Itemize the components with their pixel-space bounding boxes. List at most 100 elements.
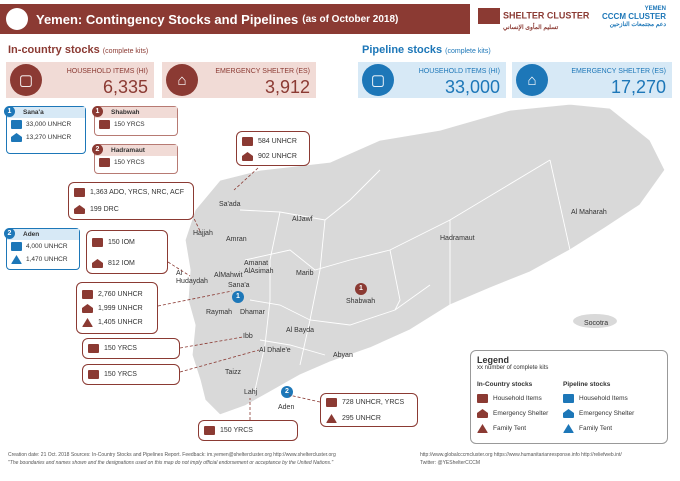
leader-hudaydah xyxy=(167,261,191,277)
place-dhamar: Dhamar xyxy=(240,309,265,316)
leader-saada xyxy=(233,167,259,191)
household-items-icon xyxy=(92,238,103,247)
legend-title: Legend xyxy=(477,355,510,365)
callout-lahj: 150 YRCS xyxy=(198,420,298,441)
family-tent-icon xyxy=(477,424,488,433)
footer-twitter[interactable]: Twitter: @YEShelterCCCM xyxy=(420,460,481,466)
footer-source: Creation date: 21 Oct. 2018 Sources: In-… xyxy=(8,452,336,458)
page-date: (as of October 2018) xyxy=(302,13,399,25)
household-items-icon xyxy=(11,242,22,251)
cccm-cluster-logo: YEMEN CCCM CLUSTER دعم مجتمعات النازحين xyxy=(566,6,666,28)
household-items-icon xyxy=(242,137,253,146)
place-lahj: Lahj xyxy=(244,389,258,396)
household-items-icon: ▢ xyxy=(10,64,42,96)
place-sanaa: Sana'a xyxy=(228,282,250,289)
callout-saada: 584 UNHCR 902 UNHCR xyxy=(236,131,310,166)
place-marib: Marib xyxy=(296,270,314,277)
emergency-shelter-icon xyxy=(74,205,85,214)
place-taizz: Taizz xyxy=(225,369,241,376)
callout-taizz: 150 YRCS xyxy=(82,364,180,385)
in-country-hi-kpi: ▢ HOUSEHOLD ITEMS (HI) 6,335 xyxy=(6,62,154,98)
place-hadramaut: Hadramaut xyxy=(440,235,475,242)
place-al-bayda: Al Bayda xyxy=(286,327,315,334)
hub-card-sanaa: 1 Sana'a 33,000 UNHCR 13,270 UNHCR xyxy=(4,106,86,154)
leader-ibb xyxy=(179,336,244,349)
map-marker-sanaa[interactable]: 1 xyxy=(232,291,244,303)
place-abyan: Abyan xyxy=(333,352,353,359)
leader-sanaa xyxy=(157,290,233,307)
household-items-icon: ▢ xyxy=(362,64,394,96)
emergency-shelter-icon xyxy=(563,409,574,418)
emergency-shelter-icon: ⌂ xyxy=(166,64,198,96)
callout-sanaa-multi: 2,760 UNHCR 1,999 UNHCR 1,405 UNHCR xyxy=(76,282,158,334)
map-marker-shabwah[interactable]: 1 xyxy=(355,283,367,295)
household-items-icon xyxy=(99,158,110,167)
place-socotra: Socotra xyxy=(584,320,609,327)
legend-subtitle: xx number of complete kits xyxy=(477,365,549,371)
emergency-shelter-icon xyxy=(11,133,22,142)
emergency-shelter-icon: ⌂ xyxy=(516,64,548,96)
leader-aden xyxy=(288,394,321,403)
place-al-dhalee: Al Dhale'e xyxy=(259,347,291,354)
in-country-heading: In-country stocks (complete kits) xyxy=(8,44,149,56)
household-items-icon xyxy=(204,426,215,435)
hub-card-hadramaut: 2 Hadramaut 150 YRCS xyxy=(92,144,178,174)
place-amran: Amran xyxy=(226,236,247,243)
page-title: Yemen: Contingency Stocks and Pipelines xyxy=(36,11,299,27)
yemen-land xyxy=(184,103,666,416)
household-items-icon xyxy=(477,394,488,403)
household-items-icon xyxy=(82,290,93,299)
footer-disclaimer: "The boundaries and names shown and the … xyxy=(8,460,334,466)
pipeline-heading: Pipeline stocks (complete kits) xyxy=(362,44,491,56)
governorate-borders xyxy=(239,159,571,391)
emergency-shelter-icon xyxy=(242,152,253,161)
family-tent-icon xyxy=(563,424,574,433)
place-saada: Sa'ada xyxy=(219,201,241,208)
socotra-island xyxy=(573,314,617,328)
pipeline-hi-kpi: ▢ HOUSEHOLD ITEMS (HI) 33,000 xyxy=(358,62,506,98)
leader-hajjah xyxy=(189,209,201,232)
place-amanat-alasimah: Amanat AlAsimah xyxy=(244,260,274,275)
callout-aden: 728 UNHCR, YRCS 295 UNHCR xyxy=(320,393,418,427)
shelter-cluster-logo: SHELTER CLUSTER تسليم المأوى الإنساني xyxy=(478,8,589,31)
callout-hudaydah: 150 IOM 812 IOM xyxy=(86,230,168,274)
footer-links[interactable]: http://www.globalcccmcluster.org https:/… xyxy=(420,452,622,458)
emergency-shelter-icon xyxy=(477,409,488,418)
place-aljawf: AlJawf xyxy=(292,216,313,223)
title-bar: Yemen: Contingency Stocks and Pipelines … xyxy=(0,4,470,34)
callout-ibb: 150 YRCS xyxy=(82,338,180,359)
family-tent-icon xyxy=(11,255,22,264)
household-items-icon xyxy=(11,120,22,129)
place-raymah: Raymah xyxy=(206,309,233,316)
place-ibb: Ibb xyxy=(243,333,253,340)
household-items-icon xyxy=(88,370,99,379)
place-almaharah: Al Maharah xyxy=(571,209,607,216)
place-al-hudaydah: Al Hudaydah xyxy=(176,270,208,285)
household-items-icon xyxy=(99,120,110,129)
emergency-shelter-icon xyxy=(92,259,103,268)
in-country-es-kpi: ⌂ EMERGENCY SHELTER (ES) 3,912 xyxy=(162,62,316,98)
leader-taizz xyxy=(179,349,260,373)
callout-hajjah: 1,363 ADO, YRCS, NRC, ACF 199 DRC xyxy=(68,182,194,220)
place-hajjah: Hajjah xyxy=(193,230,213,237)
legend-in-country: In-Country stocks Household Items Emerge… xyxy=(477,381,549,433)
globe-icon xyxy=(6,8,28,30)
place-almahwit: AlMahwit xyxy=(214,272,243,279)
family-tent-icon xyxy=(82,318,93,327)
pipeline-es-kpi: ⌂ EMERGENCY SHELTER (ES) 17,270 xyxy=(512,62,672,98)
yemen-map xyxy=(184,103,666,416)
household-items-icon xyxy=(88,344,99,353)
legend-pipeline: Pipeline stocks Household Items Emergenc… xyxy=(563,381,635,433)
place-aden: Aden xyxy=(278,404,295,411)
hub-card-shabwah: 1 Shabwah 150 YRCS xyxy=(92,106,178,136)
footer: Creation date: 21 Oct. 2018 Sources: In-… xyxy=(8,452,672,466)
household-items-icon xyxy=(563,394,574,403)
legend: Legend xx number of complete kits In-Cou… xyxy=(470,350,668,444)
household-items-icon xyxy=(326,398,337,407)
household-items-icon xyxy=(74,188,85,197)
shelter-logo-icon xyxy=(478,8,500,24)
place-shabwah: Shabwah xyxy=(346,298,376,305)
hub-card-aden: 2 Aden 4,000 UNHCR 1,470 UNHCR xyxy=(4,228,80,270)
emergency-shelter-icon xyxy=(82,304,93,313)
